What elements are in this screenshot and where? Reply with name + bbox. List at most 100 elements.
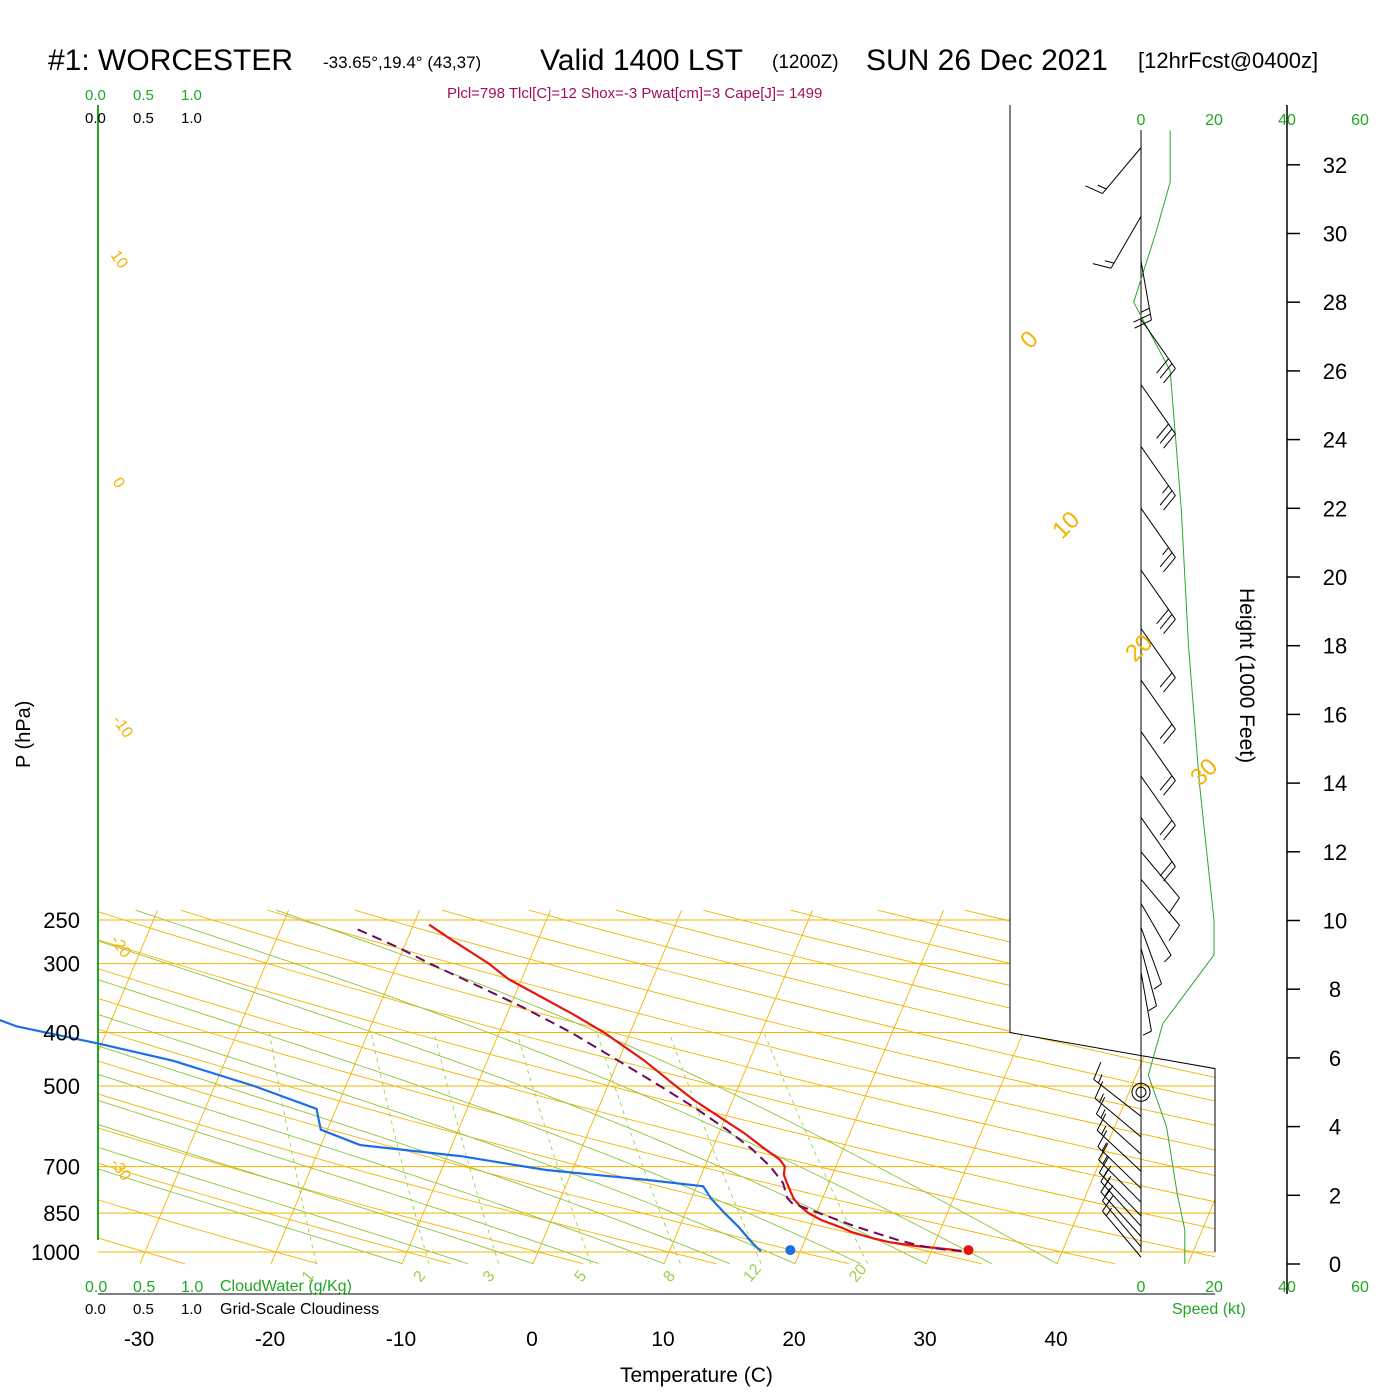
mixing-ratio-line <box>433 1032 500 1264</box>
dry-adiabat-line <box>354 909 1215 1126</box>
height-tick-label: 0 <box>1329 1252 1341 1277</box>
bottom-cloudwater-tick: 1.0 <box>181 1279 203 1296</box>
top-cloudwater-tick: 0.5 <box>133 87 154 104</box>
top-cloudwater-tick: 1.0 <box>181 87 202 104</box>
wind-barb <box>1097 1130 1142 1189</box>
mixing-ratio-label: 2 <box>411 1268 430 1286</box>
axis-labels: -30 -20 -10 0 10 20 30 402503004005007008501000… <box>31 87 1369 1351</box>
wind-barb <box>1140 927 1162 990</box>
height-tick-label: 12 <box>1323 840 1347 865</box>
speed-tick-top: 60 <box>1351 112 1369 129</box>
wind-barb <box>1140 775 1176 841</box>
x-tick-label: 10 <box>651 1328 674 1351</box>
dry-adiabat-line <box>98 1162 451 1265</box>
mixing-ratio-line <box>370 1032 430 1264</box>
wind-panel <box>1085 130 1215 1264</box>
pressure-tick-label: 250 <box>43 908 80 933</box>
x-tick-label: 0 <box>526 1328 538 1351</box>
profile-lines <box>0 923 974 1256</box>
speed-tick-bottom: 20 <box>1205 1279 1223 1296</box>
wind-barb <box>1085 147 1142 195</box>
mixing-ratio-line <box>596 1032 681 1264</box>
bottom-cloudiness-tick: 0.5 <box>133 1301 154 1318</box>
wind-barb <box>1140 851 1180 914</box>
height-tick-label: 16 <box>1323 702 1347 727</box>
wind-barb <box>1140 679 1176 744</box>
wind-barb <box>1096 1113 1142 1172</box>
wind-barb <box>1140 384 1176 449</box>
speed-tick-bottom: 40 <box>1278 1279 1296 1296</box>
wind-barb <box>1140 947 1158 1012</box>
height-tick-label: 20 <box>1323 565 1347 590</box>
mixing-ratio-line <box>268 1032 317 1264</box>
plot-boundary <box>1009 105 1216 1252</box>
wind-barb <box>1092 216 1142 269</box>
isotherm-line <box>0 910 27 1263</box>
speed-tick-top: 20 <box>1205 112 1223 129</box>
mixing-ratio-label: 12 <box>740 1261 765 1286</box>
station-coords: -33.65°,19.4° (43,37) <box>323 53 481 72</box>
wind-barb <box>1140 731 1176 796</box>
background-grid <box>0 909 1215 1265</box>
isotherm-line <box>532 910 682 1264</box>
dry-adiabat-line <box>98 968 1215 1258</box>
isotherm-line <box>98 910 158 1054</box>
dry-adiabat-label: 0 <box>109 475 128 492</box>
speed-tick-bottom: 0 <box>1137 1279 1146 1296</box>
height-tick-label: 14 <box>1323 771 1347 796</box>
dry-adiabat-line <box>98 939 1215 1230</box>
cloudwater-label: CloudWater (g/Kg) <box>220 1278 352 1295</box>
x-tick-label: -10 <box>386 1328 416 1351</box>
x-tick-label: 40 <box>1044 1328 1067 1351</box>
wind-barb <box>1093 1061 1142 1117</box>
moist-adiabat-line <box>98 1099 599 1265</box>
moist-adiabat-line <box>98 1168 403 1265</box>
date-title: SUN 26 Dec 2021 <box>866 44 1108 77</box>
y-axis-title: P (hPa) <box>13 701 35 768</box>
speed-tick-top: 40 <box>1278 112 1296 129</box>
dry-adiabat-line <box>98 1127 584 1265</box>
mixing-ratio-label: 20 <box>846 1261 871 1286</box>
height-tick-label: 2 <box>1329 1183 1341 1208</box>
height-axis-title: Height (1000 Feet) <box>1235 588 1258 763</box>
dry-adiabat-line <box>98 911 1215 1203</box>
mixing-ratio-line <box>516 1032 592 1264</box>
dry-adiabat-label: -30 <box>107 1156 134 1185</box>
moist-adiabat-line <box>98 1146 468 1265</box>
isotherm-line <box>139 910 289 1264</box>
mixing-ratio-label: 8 <box>660 1268 679 1286</box>
moist-adiabat-line <box>98 940 927 1265</box>
height-tick-label: 22 <box>1323 496 1347 521</box>
moist-adiabat-line <box>98 1124 534 1265</box>
mixing-ratio-line <box>668 1032 762 1264</box>
moist-adiabat-line <box>98 1073 665 1265</box>
moist-adiabat-line <box>98 1014 796 1265</box>
parcel-profile <box>352 926 962 1252</box>
surface-temperature-marker <box>963 1245 974 1256</box>
moist-adiabat-line <box>135 909 992 1265</box>
speed-axis-title: Speed (kt) <box>1172 1301 1246 1318</box>
surface-dewpoint-marker <box>785 1245 796 1256</box>
calm-wind-marker <box>1131 1082 1151 1102</box>
mixing-ratio-label: 3 <box>480 1268 499 1286</box>
mixing-ratio-line <box>763 1032 869 1264</box>
moist-adiabat-line <box>98 979 861 1265</box>
top-cloudwater-tick: 0.0 <box>85 87 106 104</box>
pressure-tick-label: 1000 <box>31 1240 80 1265</box>
bottom-cloudiness-tick: 0.0 <box>85 1301 106 1318</box>
wind-barb <box>1140 878 1180 941</box>
top-cloudiness-tick: 0.0 <box>85 110 106 127</box>
moist-adiabat-line <box>276 909 1058 1265</box>
wind-barb <box>1102 1185 1142 1248</box>
forecast-info: [12hrFcst@0400z] <box>1138 48 1318 73</box>
parcel-params: Plcl=798 Tlcl[C]=12 Shox=-3 Pwat[cm]=3 C… <box>447 85 822 102</box>
height-tick-label: 4 <box>1329 1115 1341 1140</box>
wind-barb <box>1140 569 1176 635</box>
dry-adiabat-label: 10 <box>107 248 131 272</box>
top-cloudiness-tick: 0.5 <box>133 110 154 127</box>
wind-barb <box>1140 971 1152 1036</box>
speed-tick-bottom: 60 <box>1351 1279 1369 1296</box>
height-tick-label: 8 <box>1329 977 1341 1002</box>
valid-time: Valid 1400 LST <box>540 44 743 77</box>
